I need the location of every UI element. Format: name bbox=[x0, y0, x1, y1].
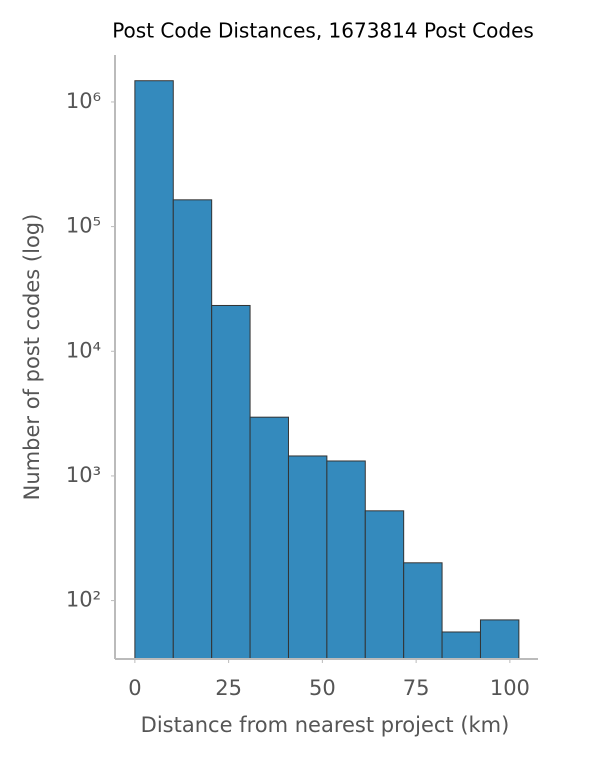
x-tick-label: 75 bbox=[403, 676, 430, 700]
bar bbox=[211, 304, 251, 660]
x-tick-label: 0 bbox=[128, 676, 141, 700]
chart-title: Post Code Distances, 1673814 Post Codes bbox=[112, 19, 534, 43]
x-tick-label: 50 bbox=[309, 676, 336, 700]
y-tick-label: 10⁶ bbox=[66, 89, 101, 113]
y-tick-label: 10³ bbox=[66, 463, 101, 487]
bar bbox=[479, 619, 520, 660]
bar bbox=[172, 199, 213, 660]
bar bbox=[287, 455, 328, 660]
bar bbox=[364, 510, 405, 660]
y-tick-label: 10² bbox=[66, 588, 101, 612]
bar bbox=[326, 460, 366, 660]
bar bbox=[249, 416, 289, 660]
bar bbox=[134, 80, 174, 660]
bar bbox=[441, 631, 481, 660]
x-tick-label: 100 bbox=[490, 676, 530, 700]
x-axis-label: Distance from nearest project (km) bbox=[141, 713, 510, 737]
y-tick-label: 10⁴ bbox=[66, 338, 101, 362]
y-tick-label: 10⁵ bbox=[66, 214, 101, 238]
bar bbox=[403, 562, 443, 660]
x-tick-label: 25 bbox=[215, 676, 242, 700]
y-axis-label: Number of post codes (log) bbox=[20, 214, 44, 501]
